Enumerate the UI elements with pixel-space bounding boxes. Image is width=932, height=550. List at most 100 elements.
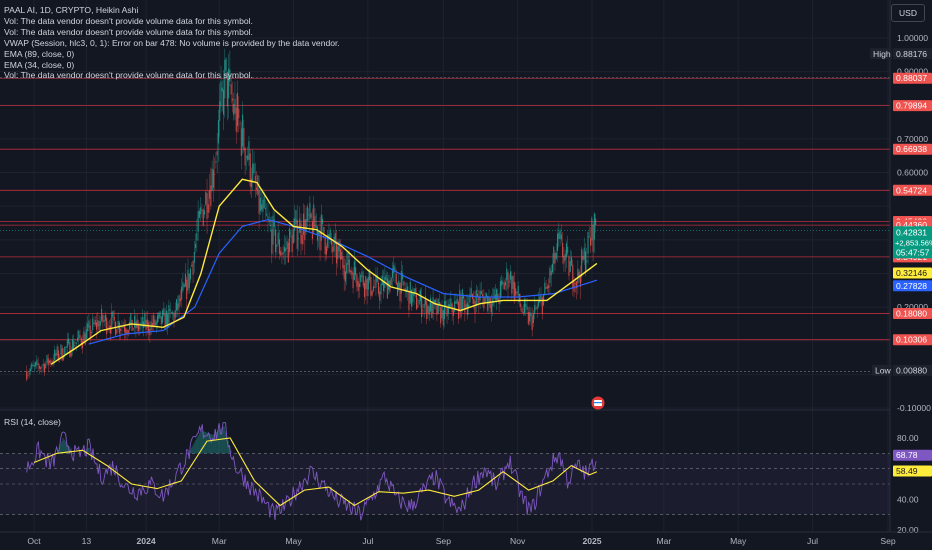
candle xyxy=(219,83,221,138)
candle xyxy=(355,260,357,283)
candle xyxy=(192,259,194,284)
current-price-badge[interactable]: 0.42831+2,853.56%05:47:57 xyxy=(893,226,932,259)
candle xyxy=(582,250,584,263)
rsi-ma-value-badge[interactable]: 58.49 xyxy=(893,465,932,477)
candle xyxy=(175,298,178,318)
candle xyxy=(233,92,235,121)
candle xyxy=(508,274,510,288)
legend-vwap[interactable]: VWAP (Session, hlc3, 0, 1): Error on bar… xyxy=(4,37,340,48)
legend-ema34[interactable]: EMA (34, close, 0) xyxy=(4,59,75,70)
legend-vol-1[interactable]: Vol: The data vendor doesn't provide vol… xyxy=(4,15,253,26)
candle xyxy=(294,204,296,243)
low-badge[interactable]: Low 0.00880 xyxy=(872,364,932,376)
candle xyxy=(423,299,425,318)
ema89-badge[interactable]: 0.27828 xyxy=(893,280,932,292)
candle xyxy=(414,283,416,298)
candle xyxy=(443,294,446,328)
candle xyxy=(576,281,578,300)
flag-icon[interactable] xyxy=(591,396,605,410)
y-tick-label: 0.20000 xyxy=(897,302,928,312)
candle xyxy=(45,360,47,370)
candle xyxy=(565,240,567,269)
candle xyxy=(377,277,380,297)
x-tick-label: 2025 xyxy=(582,536,601,546)
svg-text:0.88176: 0.88176 xyxy=(896,49,927,59)
level-price-badge[interactable]: 0.66938 xyxy=(893,143,932,155)
candle xyxy=(224,48,226,118)
ema34-line[interactable] xyxy=(50,178,598,365)
legend-symbol[interactable]: PAAL AI, 1D, CRYPTO, Heikin Ashi xyxy=(4,5,139,15)
candle xyxy=(78,329,80,347)
high-badge[interactable]: High 0.88176 xyxy=(870,48,932,60)
chart-legend: PAAL AI, 1D, CRYPTO, Heikin Ashi Vol: Th… xyxy=(4,5,340,81)
level-price-badge[interactable]: 0.79894 xyxy=(893,100,932,112)
ema34-badge[interactable]: 0.32146 xyxy=(893,267,932,279)
svg-text:0.32146: 0.32146 xyxy=(896,268,927,278)
candle xyxy=(370,272,372,300)
candle xyxy=(250,167,253,199)
candle xyxy=(113,310,115,329)
candle xyxy=(158,312,160,322)
price-axis[interactable] xyxy=(890,0,932,532)
candle xyxy=(555,243,557,260)
candle xyxy=(268,211,270,226)
candle xyxy=(529,306,531,325)
candle xyxy=(160,316,162,331)
candle xyxy=(148,320,150,341)
candle xyxy=(198,208,200,219)
candle xyxy=(146,310,148,335)
rsi-legend[interactable]: RSI (14, close) xyxy=(4,417,61,427)
legend-vol-3[interactable]: Vol: The data vendor doesn't provide vol… xyxy=(4,70,253,81)
rsi-value-badge[interactable]: 68.78 xyxy=(893,449,932,461)
x-tick-label: Sep xyxy=(880,536,896,546)
legend-vol-2[interactable]: Vol: The data vendor doesn't provide vol… xyxy=(4,26,253,37)
level-price-badge[interactable]: 0.54724 xyxy=(893,184,932,196)
candle xyxy=(301,230,303,251)
candle xyxy=(374,279,376,289)
candle xyxy=(445,292,447,314)
level-price-badge[interactable]: 0.18080 xyxy=(893,308,932,320)
candle xyxy=(496,287,498,311)
candle xyxy=(336,230,338,276)
candle xyxy=(118,320,120,340)
candle xyxy=(75,342,77,351)
candle xyxy=(475,284,477,313)
legend-ema89[interactable]: EMA (89, close, 0) xyxy=(4,48,75,59)
candle xyxy=(332,238,334,265)
candle xyxy=(315,213,317,235)
candle xyxy=(236,80,239,133)
y-tick-label: 1.00000 xyxy=(897,33,928,43)
candle xyxy=(26,365,28,382)
candle xyxy=(35,361,37,370)
level-price-badge[interactable]: 0.88037 xyxy=(893,72,932,84)
candle xyxy=(283,234,286,265)
candle xyxy=(222,69,225,131)
candle xyxy=(358,271,360,298)
candle xyxy=(234,81,236,121)
candle xyxy=(567,235,569,256)
candle xyxy=(66,332,68,355)
candle xyxy=(244,146,246,176)
currency-button[interactable]: USD xyxy=(891,4,925,22)
candle xyxy=(56,343,58,361)
candle xyxy=(429,294,432,313)
rsi-line[interactable] xyxy=(26,422,597,521)
candle xyxy=(48,359,51,366)
level-price-badge[interactable]: 0.10306 xyxy=(893,334,932,346)
candle xyxy=(554,250,556,271)
candle xyxy=(177,295,179,317)
candle xyxy=(510,265,512,284)
candle xyxy=(153,312,155,332)
candle xyxy=(28,368,30,378)
candle xyxy=(287,238,289,263)
rsi-ma-line[interactable] xyxy=(33,437,598,507)
candle xyxy=(273,211,275,236)
x-tick-label: Mar xyxy=(212,536,227,546)
candle xyxy=(289,226,291,256)
candle xyxy=(115,320,117,337)
candle xyxy=(231,81,233,113)
svg-text:0.79894: 0.79894 xyxy=(896,101,927,111)
candle xyxy=(195,233,197,254)
